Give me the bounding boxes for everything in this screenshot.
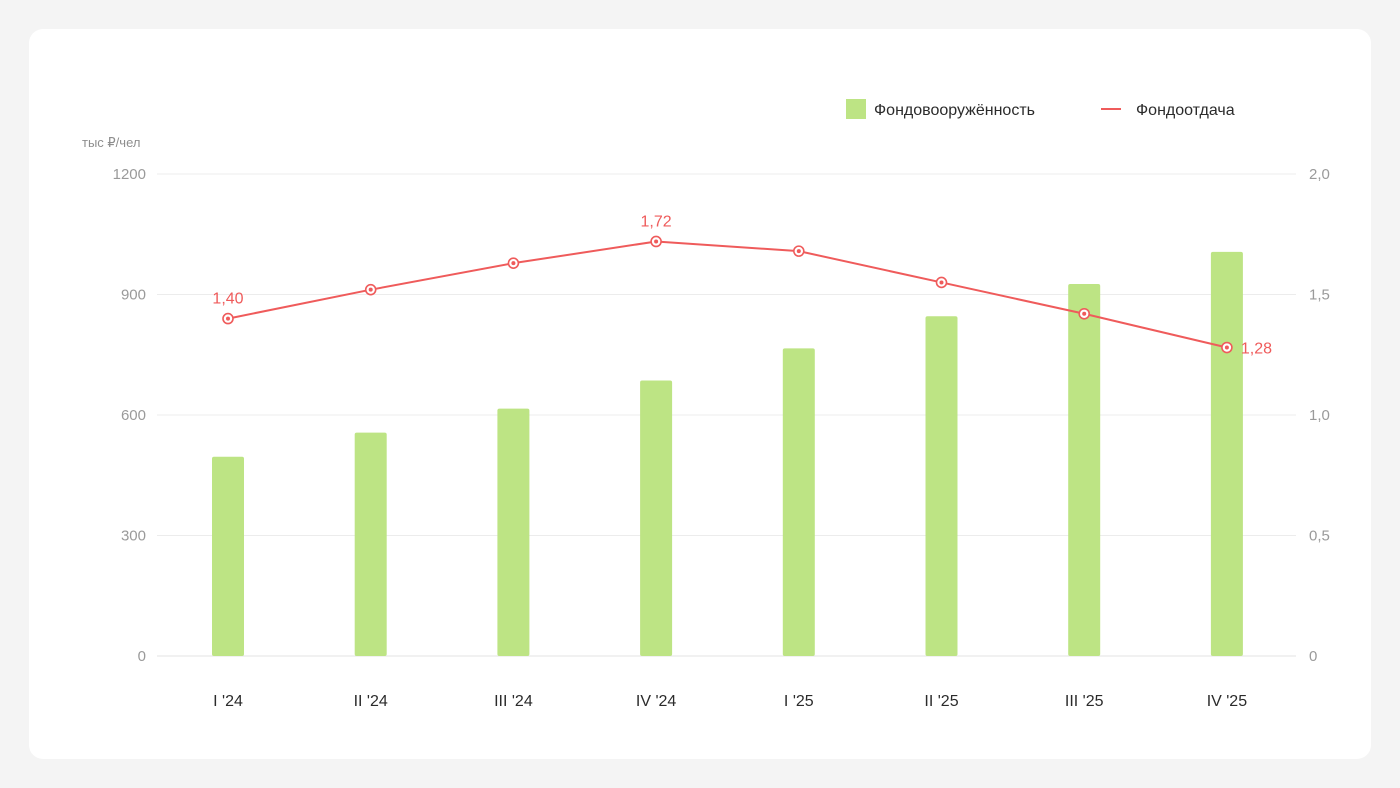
y-right-tick-label: 0,5 <box>1309 528 1330 545</box>
line-series <box>222 235 1233 354</box>
line-point-core <box>511 261 516 266</box>
line-point-core <box>1082 311 1087 316</box>
line-data-label: 1,28 <box>1241 341 1272 358</box>
bar-series <box>212 251 1243 656</box>
x-axis: I '24 II '24 III '24 IV '24 I '25 II '25 III '… <box>213 693 1247 710</box>
y-left-tick-label: 0 <box>138 648 146 665</box>
y-right-tick-label: 0 <box>1309 648 1317 665</box>
bar[interactable] <box>1210 251 1243 656</box>
legend: Фондовооружённость Фондоотдача <box>846 99 1235 119</box>
bar[interactable] <box>212 456 244 656</box>
x-tick-label: II '24 <box>354 693 388 710</box>
bar[interactable] <box>1068 284 1101 656</box>
x-tick-label: II '25 <box>924 693 958 710</box>
bar[interactable] <box>782 348 815 656</box>
y-axis-left: 0 300 600 900 1200 <box>113 166 146 665</box>
bar[interactable] <box>925 316 958 656</box>
data-labels: 1,40 1,72 1,28 <box>212 213 1272 357</box>
x-tick-label: IV '24 <box>636 693 677 710</box>
x-tick-label: III '24 <box>494 693 533 710</box>
y-axis-left-unit: тыс ₽/чел <box>82 135 140 150</box>
legend-line-label: Фондоотдача <box>1136 102 1235 119</box>
y-right-tick-label: 2,0 <box>1309 166 1330 183</box>
line-point-core <box>796 249 801 254</box>
line-point-core <box>654 239 659 244</box>
y-left-tick-label: 1200 <box>113 166 146 183</box>
line-data-label: 1,72 <box>641 213 672 230</box>
legend-bar-swatch <box>846 99 866 119</box>
line-point-core <box>368 287 373 292</box>
bar[interactable] <box>497 408 530 656</box>
bar[interactable] <box>640 380 673 656</box>
legend-bar-label: Фондовооружённость <box>874 102 1035 119</box>
line-point-core <box>939 280 944 285</box>
x-tick-label: IV '25 <box>1207 693 1248 710</box>
x-tick-label: III '25 <box>1065 693 1104 710</box>
line-path <box>227 240 1228 349</box>
y-left-tick-label: 600 <box>121 407 146 424</box>
y-right-tick-label: 1,5 <box>1309 287 1330 304</box>
bar[interactable] <box>354 432 387 656</box>
line-point-core <box>226 316 230 321</box>
y-left-tick-label: 900 <box>121 287 146 304</box>
line-data-label: 1,40 <box>212 291 243 308</box>
y-left-tick-label: 300 <box>121 528 146 545</box>
y-right-tick-label: 1,0 <box>1309 407 1330 424</box>
chart-card <box>29 29 1371 759</box>
line-point-core <box>1224 345 1229 350</box>
x-tick-label: I '24 <box>213 693 243 710</box>
y-axis-right: 0 0,5 1,0 1,5 2,0 <box>1309 166 1330 665</box>
x-tick-label: I '25 <box>784 693 814 710</box>
